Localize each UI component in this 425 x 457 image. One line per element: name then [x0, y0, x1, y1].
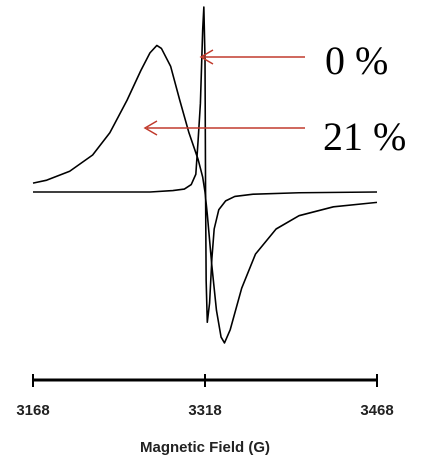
x-axis-tick-labels: 3168 3318 3468 — [16, 402, 393, 419]
annotation-21-percent-arrow-head — [143, 120, 158, 136]
annotation-0-percent-label: 0 % — [325, 38, 388, 83]
spectrum-line-21-percent — [32, 44, 378, 344]
x-axis-ticks — [32, 374, 378, 387]
spectrum-line-0-percent — [33, 6, 378, 324]
x-axis-title: Magnetic Field (G) — [140, 439, 270, 456]
plot-area — [32, 6, 378, 344]
x-axis: 3168 3318 3468 Magnetic Field (G) — [16, 374, 394, 456]
x-tick-label-3468: 3468 — [360, 402, 393, 419]
annotation-21-percent-label: 21 % — [323, 114, 406, 159]
annotation-0-percent-arrow-head — [199, 49, 214, 65]
annotations: 0 % 21 % — [143, 38, 406, 159]
x-tick-label-3168: 3168 — [16, 402, 49, 419]
x-tick-label-3318: 3318 — [188, 402, 221, 419]
